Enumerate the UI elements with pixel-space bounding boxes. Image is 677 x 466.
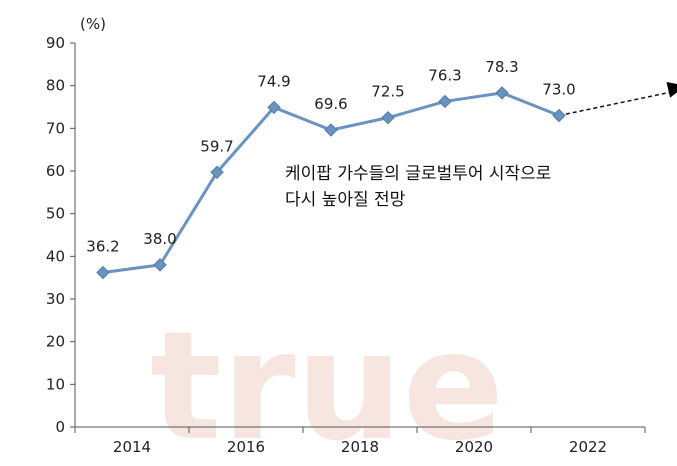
annotation-line-1: 케이팝 가수들의 글로벌투어 시작으로 xyxy=(285,164,551,184)
x-tick-label: 2016 xyxy=(227,438,265,456)
x-axis: 2014 2016 2018 2020 2022 xyxy=(74,426,646,456)
y-tick-label: 30 xyxy=(46,290,65,308)
data-label: 36.2 xyxy=(86,238,119,256)
y-tick-label: 50 xyxy=(46,205,65,223)
projection-arrow xyxy=(558,82,677,117)
y-tick-label: 10 xyxy=(46,375,65,393)
data-point xyxy=(153,258,167,272)
series-points xyxy=(96,86,566,280)
data-point xyxy=(552,108,566,123)
data-point xyxy=(324,123,338,137)
y-tick-label: 0 xyxy=(55,418,65,436)
data-label: 76.3 xyxy=(428,66,461,84)
data-labels: 36.2 38.0 59.7 74.9 69.6 72.5 76.3 78.3 73.0 xyxy=(86,58,575,256)
data-point xyxy=(267,100,281,115)
y-tick-label: 40 xyxy=(46,247,65,265)
data-label: 72.5 xyxy=(371,83,404,101)
projection-arrowhead xyxy=(666,82,677,98)
y-tick-label: 70 xyxy=(46,119,65,137)
x-tick-label: 2014 xyxy=(113,438,151,456)
y-axis: 0 10 20 30 40 50 60 70 80 90 xyxy=(46,34,76,436)
x-tick-label: 2020 xyxy=(455,438,493,456)
y-tick-label: 20 xyxy=(46,333,65,351)
data-point xyxy=(96,265,110,280)
projection-line xyxy=(558,90,677,117)
data-point xyxy=(210,165,224,179)
y-unit-label: (%) xyxy=(80,15,106,33)
y-tick-label: 90 xyxy=(46,34,65,52)
x-tick-label: 2018 xyxy=(341,438,379,456)
data-label: 73.0 xyxy=(542,81,575,99)
annotation-line-2: 다시 높아질 전망 xyxy=(285,190,406,210)
data-label: 78.3 xyxy=(485,58,518,76)
data-point xyxy=(438,94,452,109)
data-label: 59.7 xyxy=(200,137,233,155)
data-label: 69.6 xyxy=(314,95,347,113)
watermark: true xyxy=(150,300,504,466)
y-tick-label: 60 xyxy=(46,162,65,180)
data-point xyxy=(381,110,395,125)
data-point xyxy=(495,86,509,100)
data-label: 38.0 xyxy=(143,230,176,248)
x-tick-label: 2022 xyxy=(569,438,607,456)
data-label: 74.9 xyxy=(257,72,290,90)
y-tick-label: 80 xyxy=(46,77,65,95)
